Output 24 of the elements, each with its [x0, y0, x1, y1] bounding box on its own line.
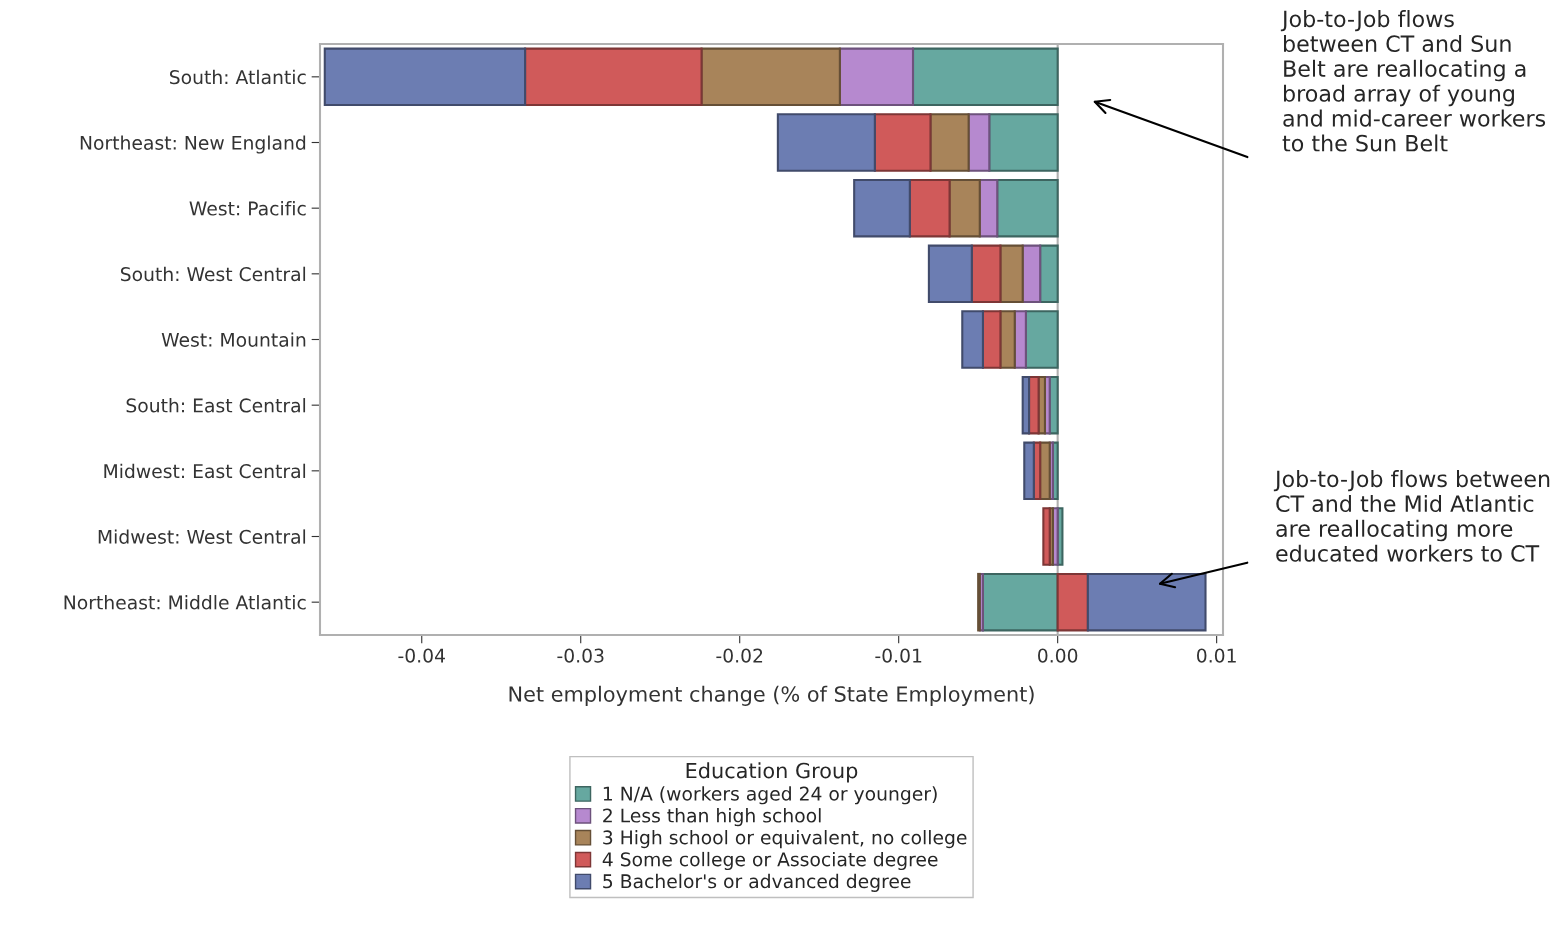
- y-tick-label: West: Pacific: [189, 201, 306, 216]
- legend-label: 4 Some college or Associate degree: [602, 851, 938, 871]
- text: Job-to-Job flows between CT and Sun Belt are reallocating a broad array of young and mid-career workers to the Sun Belt: [1280, 10, 1546, 152]
- text: Job-to-Job flows between CT and the Mid Atlantic are reallocating more educated workers to CT: [1273, 470, 1550, 562]
- legend-label: 5 Bachelor's or advanced degree: [603, 873, 911, 892]
- legend-label: 3 High school or equivalent, no college: [603, 830, 967, 849]
- y-tick-label: Midwest: West Central: [98, 529, 306, 544]
- y-tick-label: Northeast: New England: [80, 135, 306, 154]
- x-axis-title: Net employment change (% of State Employment): [509, 685, 1034, 706]
- legend-title: Education Group: [686, 762, 858, 783]
- x-tick-label: -0.01: [875, 648, 922, 663]
- x-tick-label: 0.00: [1038, 648, 1078, 663]
- y-tick-label: Northeast: Middle Atlantic: [64, 595, 306, 610]
- y-tick-label: Midwest: East Central: [104, 463, 306, 479]
- legend-label: 1 N/A (workers aged 24 or younger): [603, 786, 937, 805]
- x-tick-label: -0.02: [716, 648, 763, 663]
- x-tick-label: -0.04: [398, 648, 445, 663]
- x-tick-label: -0.03: [557, 648, 604, 663]
- y-tick-label: South: West Central: [120, 266, 306, 282]
- y-tick-label: South: East Central: [126, 398, 306, 413]
- legend-label: 2 Less than high school: [603, 808, 821, 827]
- x-tick-label: 0.01: [1197, 648, 1236, 663]
- y-tick-label: West: Mountain: [161, 332, 306, 347]
- y-tick-label: South: Atlantic: [169, 69, 306, 85]
